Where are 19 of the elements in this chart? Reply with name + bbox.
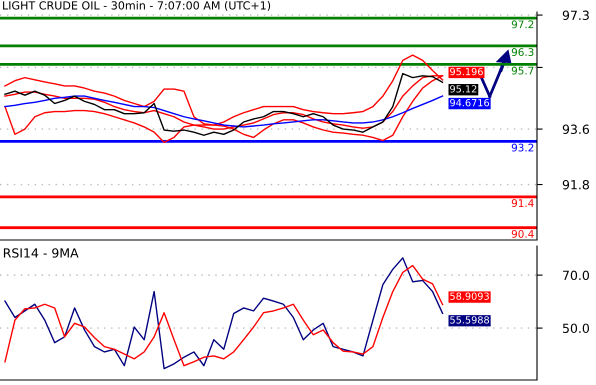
ref-line-label: 97.2 bbox=[512, 20, 534, 28]
ref-line-label: 91.4 bbox=[512, 199, 534, 208]
data-label: 95.12 bbox=[450, 85, 476, 93]
y-tick-label: 97.3 bbox=[562, 10, 589, 20]
y-tick-label: 91.8 bbox=[562, 180, 589, 190]
ref-line-label: 96.3 bbox=[512, 48, 534, 56]
chart-title: RSI14 - 9MA bbox=[4, 248, 79, 258]
line-series bbox=[4, 95, 444, 128]
data-label: 55.5988 bbox=[450, 316, 490, 324]
data-label: 58.9093 bbox=[450, 292, 489, 300]
ref-line-label: 93.2 bbox=[512, 144, 534, 152]
y-tick-label: 50.0 bbox=[562, 324, 589, 334]
data-label: 95.196 bbox=[450, 68, 483, 76]
y-tick-label: 93.6 bbox=[562, 124, 590, 134]
ref-line-label: 90.4 bbox=[512, 230, 534, 238]
ref-line-label: 95.7 bbox=[512, 66, 534, 75]
chart-title: LIGHT CRUDE OIL - 30min - 7:07:00 AM (UTC+1) bbox=[3, 1, 270, 11]
data-label: 94.6716 bbox=[450, 99, 490, 106]
y-tick-label: 70.0 bbox=[563, 270, 589, 280]
